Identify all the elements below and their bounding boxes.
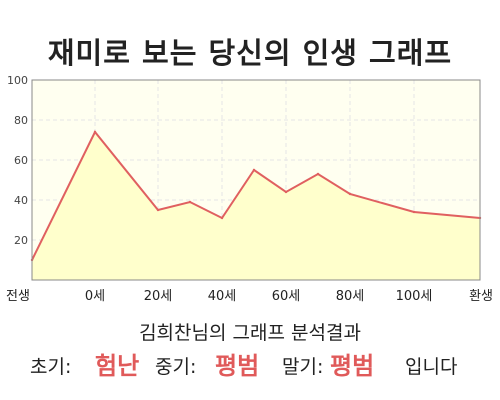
- y-tick-label: 40: [14, 194, 28, 207]
- data-point: [220, 216, 224, 220]
- ending-text: 입니다: [405, 356, 458, 378]
- x-tick-label: 100세: [396, 289, 433, 304]
- mid-value: 평범: [215, 352, 260, 380]
- y-tick-label: 100: [7, 74, 28, 87]
- y-tick-label: 20: [14, 234, 28, 247]
- early-value: 험난: [95, 352, 140, 380]
- late-value: 평범: [330, 352, 375, 380]
- x-tick-label: 20세: [144, 289, 173, 304]
- x-tick-label: 80세: [336, 289, 365, 304]
- data-point: [284, 190, 288, 194]
- data-point: [412, 210, 416, 214]
- x-tick-label: 40세: [208, 289, 237, 304]
- data-point: [156, 208, 160, 212]
- plot-frame: [31, 79, 481, 281]
- x-tick-label: 0세: [85, 289, 105, 304]
- analysis-subtitle: 김희찬님의 그래프 분석결과: [139, 322, 361, 344]
- x-tick-label: 60세: [272, 289, 301, 304]
- late-label: 말기:: [282, 356, 324, 378]
- y-tick-label: 60: [14, 154, 28, 167]
- mid-label: 중기:: [155, 356, 197, 378]
- analysis-summary: 초기: 험난 중기: 평범 말기: 평범 입니다: [0, 346, 500, 380]
- x-tick-label: 전생: [6, 289, 30, 304]
- data-point: [188, 200, 192, 204]
- y-tick-label: 80: [14, 114, 28, 127]
- data-point: [348, 192, 352, 196]
- early-label: 초기:: [30, 356, 72, 378]
- data-point: [316, 172, 320, 176]
- chart-title: 재미로 보는 당신의 인생 그래프: [47, 36, 453, 70]
- series-area: [32, 132, 480, 280]
- x-tick-label: 환생: [469, 289, 493, 304]
- data-point: [252, 168, 256, 172]
- data-point: [93, 130, 97, 134]
